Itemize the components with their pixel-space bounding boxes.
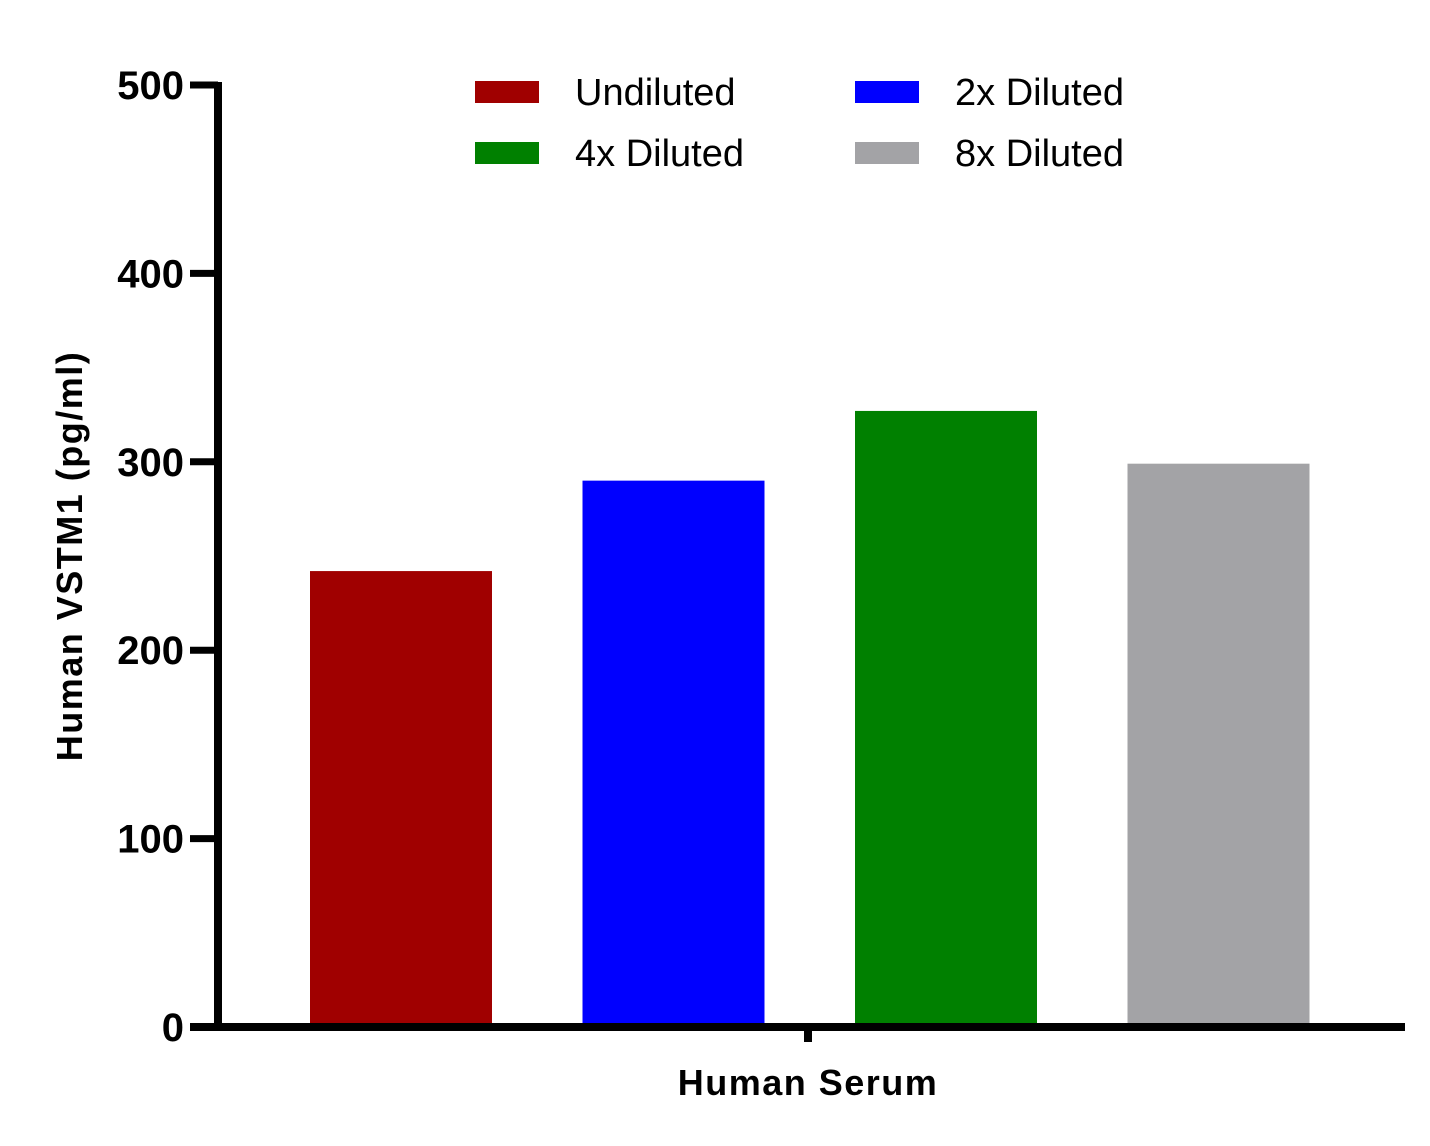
- legend-swatch-4x-diluted: [475, 142, 539, 164]
- legend-label-2x-diluted: 2x Diluted: [955, 72, 1124, 114]
- bars-group: [310, 410, 1310, 1028]
- y-tick-label: 400: [117, 252, 184, 296]
- bar-8x-diluted: [1127, 463, 1310, 1028]
- legend-swatch-undiluted: [475, 81, 539, 103]
- y-tick-label: 0: [162, 1006, 184, 1050]
- y-tick-label: 500: [117, 64, 184, 108]
- legend-label-4x-diluted: 4x Diluted: [575, 133, 744, 175]
- y-axis-title: Human VSTM1 (pg/ml): [49, 351, 90, 762]
- legend-label-undiluted: Undiluted: [575, 72, 736, 114]
- bar-undiluted: [310, 571, 492, 1027]
- y-axis: 0 100 200 300 400 500: [117, 64, 222, 1050]
- y-tick-label: 100: [117, 818, 184, 862]
- legend-swatch-8x-diluted: [855, 142, 919, 164]
- legend-label-8x-diluted: 8x Diluted: [955, 133, 1124, 175]
- x-axis-title: Human Serum: [678, 1062, 939, 1103]
- x-axis: [190, 1023, 1405, 1042]
- bar-2x-diluted: [582, 480, 765, 1027]
- bar-4x-diluted: [855, 410, 1037, 1027]
- y-tick-label: 300: [117, 441, 184, 485]
- legend: Undiluted 2x Diluted 4x Diluted 8x Diluted: [475, 72, 1124, 175]
- legend-swatch-2x-diluted: [855, 81, 919, 103]
- y-tick-label: 200: [117, 629, 184, 673]
